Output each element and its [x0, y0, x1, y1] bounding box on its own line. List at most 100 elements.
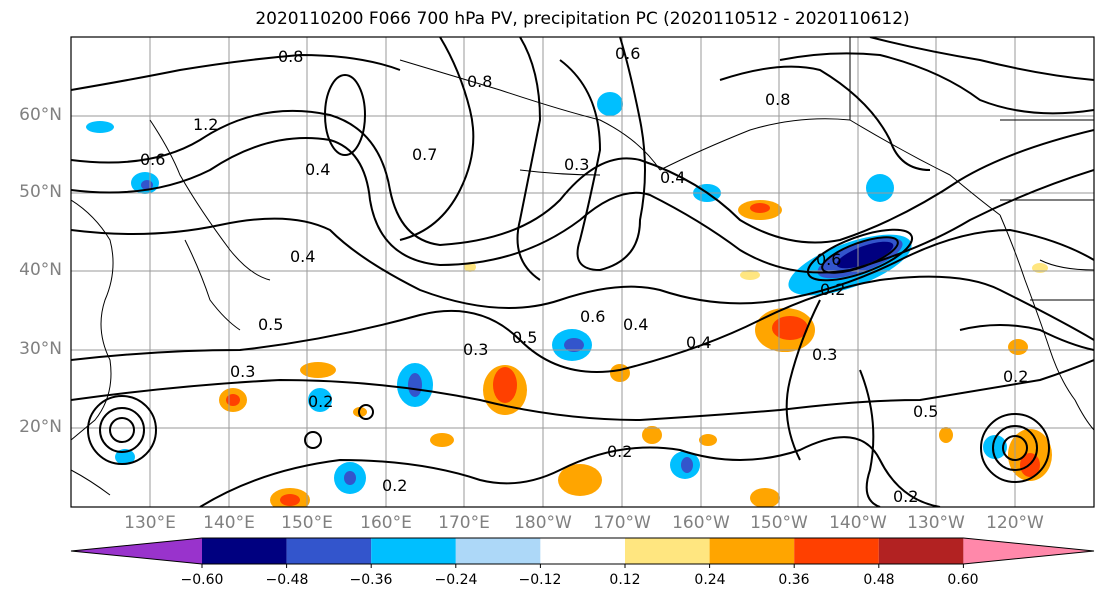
- precip-blob: [681, 457, 693, 473]
- contour-label: 0.2: [308, 392, 333, 411]
- contour-label: 0.8: [467, 72, 492, 91]
- precip-blob: [308, 388, 332, 412]
- precip-blob: [597, 92, 623, 116]
- precip-blob: [750, 488, 780, 507]
- lon-label: 180°W: [514, 513, 572, 533]
- contour-label: 0.6: [140, 150, 165, 169]
- lon-label: 150°W: [750, 513, 808, 533]
- colorbar-segment: [709, 538, 795, 564]
- contour-label: 0.3: [812, 345, 837, 364]
- precip-blob: [939, 427, 953, 443]
- colorbar: [70, 537, 1095, 568]
- contour-label: 0.7: [412, 145, 437, 164]
- graticule: [71, 37, 1094, 507]
- colorbar-tick-label: −0.48: [265, 572, 309, 588]
- lon-label: 170°W: [593, 513, 651, 533]
- coastlines: [71, 37, 1094, 496]
- map-panel: 0.8 0.6 0.8 0.6 1.2 0.4 0.7 0.3 0.4 0.4 …: [71, 37, 1094, 507]
- precip-blob: [750, 203, 770, 213]
- contour-label: 0.4: [660, 168, 685, 187]
- lon-label: 170°E: [438, 513, 490, 533]
- precip-blob: [699, 434, 717, 446]
- contour-label: 1.2: [193, 115, 218, 134]
- contour-label: 0.4: [290, 247, 315, 266]
- lat-label: 50°N: [19, 182, 62, 202]
- colorbar-segment: [540, 538, 625, 564]
- contour-label: 0.2: [607, 442, 632, 461]
- colorbar-tick-label: 0.60: [947, 572, 979, 588]
- contour-label: 0.5: [512, 328, 537, 347]
- lon-label: 140°E: [203, 513, 255, 533]
- contour-label: 0.6: [615, 44, 640, 63]
- colorbar-segment: [71, 538, 202, 564]
- colorbar-tick-label: −0.60: [180, 572, 224, 588]
- colorbar-tick-label: −0.24: [434, 572, 478, 588]
- contour-label: 0.4: [305, 160, 330, 179]
- lon-label: 140°W: [829, 513, 887, 533]
- precip-blob: [772, 316, 808, 340]
- precip-blob: [344, 471, 356, 485]
- lat-label: 60°N: [19, 105, 62, 125]
- contour-label: 0.8: [278, 47, 303, 66]
- contour-label: 0.3: [463, 340, 488, 359]
- contour-label: 0.2: [382, 476, 407, 495]
- colorbar-segment: [371, 538, 456, 564]
- precip-blob: [86, 121, 114, 133]
- precip-blob: [430, 433, 454, 447]
- colorbar-tick-label: 0.48: [863, 572, 895, 588]
- colorbar-segment: [202, 538, 287, 564]
- precip-blob: [115, 449, 135, 465]
- lon-label: 160°W: [672, 513, 730, 533]
- map-frame: [70, 36, 1095, 508]
- contour-label: 0.6: [580, 307, 605, 326]
- contour-label: 0.3: [564, 155, 589, 174]
- precip-blob: [558, 464, 602, 496]
- precip-blob: [493, 367, 517, 403]
- precip-blob: [564, 338, 584, 352]
- lat-label: 30°N: [19, 339, 62, 359]
- contour-labels: 0.8 0.6 0.8 0.6 1.2 0.4 0.7 0.3 0.4 0.4 …: [140, 44, 1028, 506]
- colorbar-tick-label: −0.12: [518, 572, 562, 588]
- colorbar-segment: [878, 538, 964, 564]
- contour-label: 0.3: [230, 362, 255, 381]
- precip-blob: [408, 373, 422, 397]
- contour-label: 0.2: [893, 487, 918, 506]
- precip-blob: [740, 270, 760, 280]
- contour-label: 0.8: [765, 90, 790, 109]
- lon-label: 130°W: [907, 513, 965, 533]
- cyclone-contours: [87, 74, 1050, 483]
- contour-label: 0.2: [820, 280, 845, 299]
- precip-blob: [280, 494, 300, 506]
- contour-label: 0.5: [258, 315, 283, 334]
- precip-blob: [300, 362, 336, 378]
- precip-blob: [610, 364, 630, 382]
- colorbar-segment: [455, 538, 541, 564]
- colorbar-segment: [286, 538, 372, 564]
- contour-label: 0.5: [913, 402, 938, 421]
- contour-label: 0.2: [1003, 367, 1028, 386]
- lon-label: 160°E: [360, 513, 412, 533]
- contour-label: 0.4: [686, 333, 711, 352]
- lon-label: 150°E: [281, 513, 333, 533]
- lon-label: 120°W: [986, 513, 1044, 533]
- colorbar-segment: [794, 538, 879, 564]
- precip-blob: [866, 174, 894, 202]
- precip-blob: [1008, 339, 1028, 355]
- precip-blob: [836, 241, 894, 269]
- lat-label: 20°N: [19, 417, 62, 437]
- lat-label: 40°N: [19, 260, 62, 280]
- colorbar-tick-label: 0.12: [609, 572, 641, 588]
- lon-label: 130°E: [124, 513, 176, 533]
- precip-blob: [226, 394, 240, 406]
- colorbar-segment: [963, 538, 1094, 564]
- colorbar-segment: [625, 538, 710, 564]
- chart-title: 2020110200 F066 700 hPa PV, precipitatio…: [255, 9, 910, 29]
- colorbar-tick-label: 0.36: [778, 572, 810, 588]
- contour-label: 0.6: [816, 250, 841, 269]
- colorbar-tick-label: 0.24: [694, 572, 726, 588]
- precip-blob: [642, 426, 662, 444]
- colorbar-tick-label: −0.36: [349, 572, 393, 588]
- precip-blob: [983, 435, 1007, 459]
- contour-label: 0.4: [623, 315, 648, 334]
